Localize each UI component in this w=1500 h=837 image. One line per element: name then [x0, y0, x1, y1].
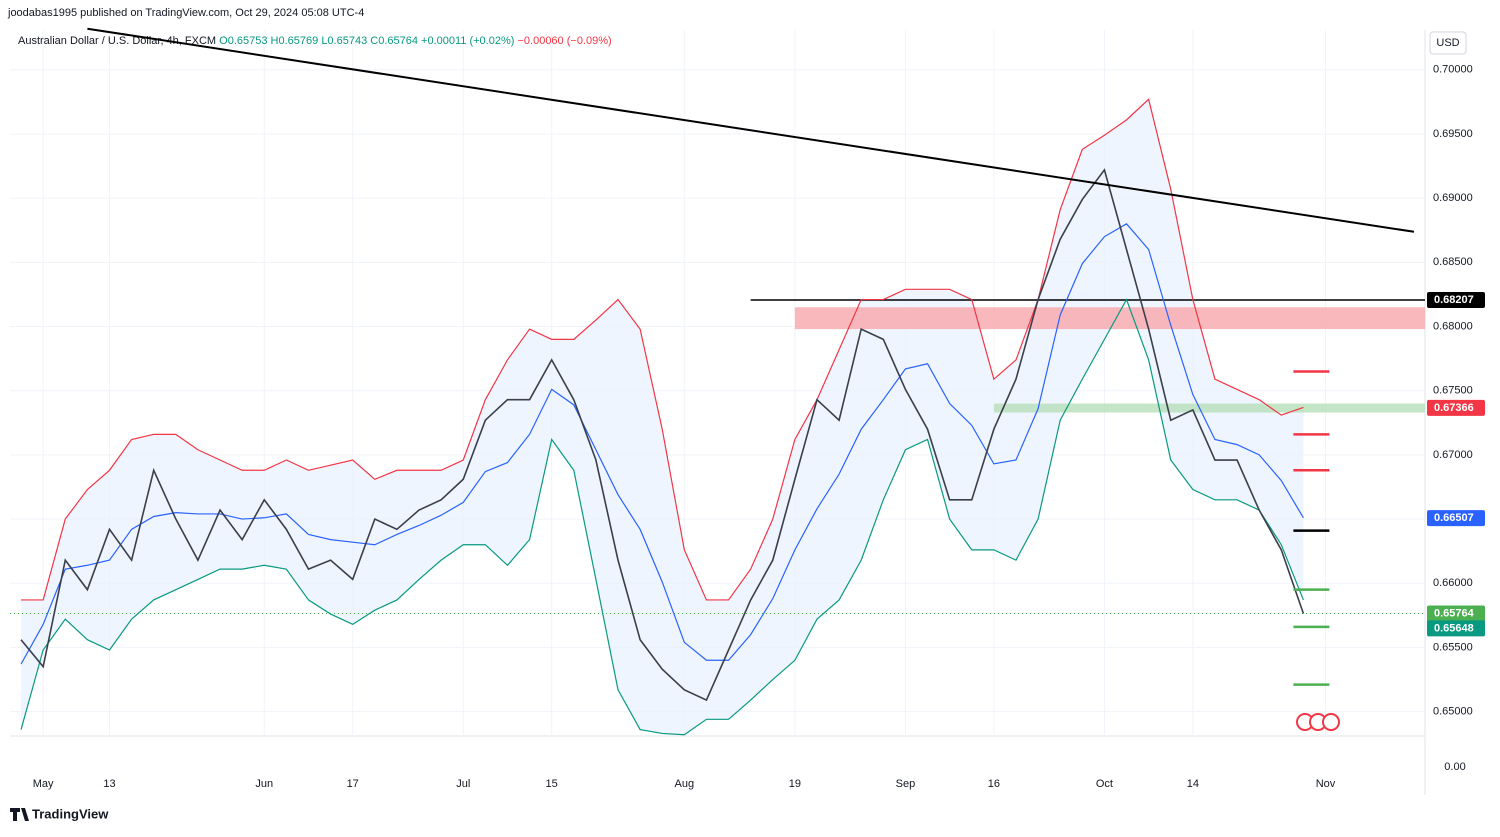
header-field: C0.65764 [370, 35, 418, 47]
price-label: 0.67366 [1434, 402, 1474, 414]
price-label: 0.66507 [1434, 512, 1474, 524]
y-tick-label: 0.67500 [1433, 385, 1473, 397]
price-label: 0.68207 [1434, 294, 1474, 306]
x-tick-label: Aug [675, 778, 695, 790]
price-label-bg [1427, 291, 1485, 308]
trendline [87, 27, 1415, 233]
x-tick-label: 16 [988, 778, 1000, 790]
series-line [21, 98, 1304, 601]
x-tick-label: Jul [456, 778, 470, 790]
price-label-bg [1427, 620, 1485, 637]
x-tick-label: Oct [1096, 778, 1113, 790]
x-tick-label: 19 [789, 778, 801, 790]
brand[interactable]: TradingView [32, 806, 109, 821]
price-label-bg [1427, 399, 1485, 416]
x-tick-label: Jun [255, 778, 273, 790]
series-line [20, 223, 1304, 665]
publisher: joodabas1995 published on TradingView.co… [7, 7, 364, 19]
zone [993, 403, 1425, 413]
x-tick-label: 15 [546, 778, 558, 790]
header-field: +0.00011 (+0.02%) [421, 35, 514, 47]
currency-box[interactable] [1429, 31, 1467, 55]
y-tick-label: 0.68000 [1433, 320, 1473, 332]
series-line [20, 168, 1305, 702]
y-tick-label: 0.67000 [1433, 449, 1473, 461]
zone [794, 307, 1425, 330]
y-tick-label: 0.66000 [1433, 577, 1473, 589]
price-label: 0.65764 [1434, 607, 1475, 619]
y-tick-label: 0.65500 [1433, 641, 1473, 653]
event-icon [1322, 713, 1340, 731]
y-tick-label: 0.68500 [1433, 256, 1473, 268]
x-tick-label: 13 [103, 778, 115, 790]
series-line [20, 298, 1304, 736]
symbol-info: Australian Dollar / U.S. Dollar, 4h, FXC… [18, 35, 612, 47]
y-tick-label: 0.69500 [1433, 128, 1473, 140]
price-label: 0.65648 [1434, 622, 1474, 634]
axis-bottom-label: 0.00 [1444, 761, 1465, 773]
header-field: H0.65769 [271, 35, 319, 47]
price-label-bg [1427, 510, 1485, 527]
header-field: L0.65743 [321, 35, 367, 47]
brand-logo[interactable] [10, 808, 29, 821]
currency[interactable]: USD [1436, 37, 1459, 49]
header-field: −0.00060 (−0.09%) [517, 35, 611, 47]
x-tick-label: Sep [896, 778, 916, 790]
y-tick-label: 0.70000 [1433, 64, 1473, 76]
y-tick-label: 0.65000 [1433, 706, 1473, 718]
x-tick-label: May [33, 778, 54, 790]
x-tick-label: 14 [1187, 778, 1199, 790]
x-tick-label: Nov [1316, 778, 1336, 790]
plot-area [10, 30, 1425, 736]
header-field: Australian Dollar / U.S. Dollar, 4h, FXC… [18, 35, 216, 47]
y-tick-label: 0.69000 [1433, 192, 1473, 204]
band-fill [21, 99, 1304, 735]
x-tick-label: 17 [347, 778, 359, 790]
header-field: O0.65753 [219, 35, 267, 47]
